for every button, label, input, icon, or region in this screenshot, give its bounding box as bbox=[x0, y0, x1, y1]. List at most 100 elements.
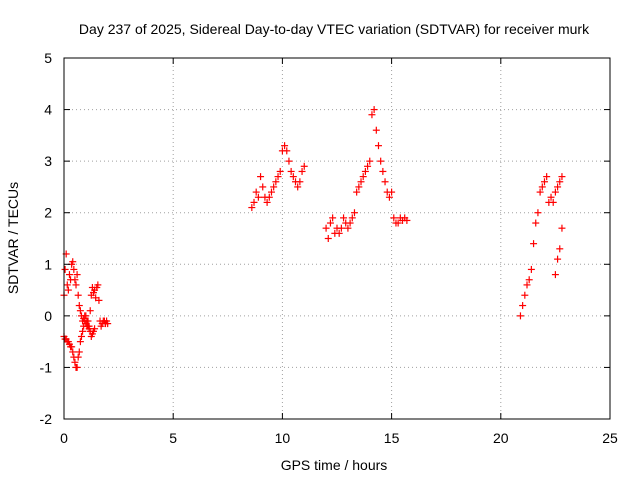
data-point bbox=[346, 219, 354, 227]
data-point bbox=[75, 348, 83, 356]
data-point bbox=[250, 198, 258, 206]
data-point bbox=[377, 157, 385, 165]
data-point bbox=[379, 167, 387, 175]
data-point bbox=[71, 276, 79, 284]
grid bbox=[64, 58, 610, 419]
data-point bbox=[335, 229, 343, 237]
data-point bbox=[388, 188, 396, 196]
data-point bbox=[296, 178, 304, 186]
data-point bbox=[551, 188, 559, 196]
data-point bbox=[554, 183, 562, 191]
data-point bbox=[281, 142, 289, 150]
data-point bbox=[72, 281, 80, 289]
data-point bbox=[403, 216, 411, 224]
data-point bbox=[71, 358, 79, 366]
x-tick-label: 15 bbox=[384, 430, 400, 446]
data-point bbox=[534, 209, 542, 217]
data-point bbox=[353, 188, 361, 196]
x-tick-label: 10 bbox=[275, 430, 291, 446]
data-point bbox=[74, 353, 82, 361]
y-tick-label: 2 bbox=[44, 205, 52, 221]
y-tick-label: -2 bbox=[40, 411, 53, 427]
data-point bbox=[287, 167, 295, 175]
data-point bbox=[366, 157, 374, 165]
data-point bbox=[359, 173, 367, 181]
x-tick-label: 25 bbox=[602, 430, 618, 446]
data-point bbox=[82, 312, 90, 320]
data-point bbox=[69, 258, 77, 266]
data-point bbox=[558, 224, 566, 232]
data-point bbox=[519, 302, 527, 310]
data-point bbox=[372, 126, 380, 134]
data-point bbox=[556, 178, 564, 186]
data-point bbox=[86, 307, 94, 315]
data-point bbox=[322, 224, 330, 232]
data-point bbox=[355, 183, 363, 191]
data-point bbox=[536, 188, 544, 196]
data-point bbox=[521, 291, 529, 299]
data-point bbox=[254, 193, 262, 201]
data-point bbox=[263, 198, 271, 206]
data-point bbox=[532, 219, 540, 227]
x-tick-label: 20 bbox=[493, 430, 509, 446]
data-point bbox=[267, 188, 275, 196]
data-point bbox=[259, 183, 267, 191]
data-point bbox=[368, 111, 376, 119]
data-point bbox=[285, 157, 293, 165]
data-point bbox=[274, 173, 282, 181]
data-point bbox=[543, 173, 551, 181]
x-axis-label: GPS time / hours bbox=[281, 457, 388, 473]
data-point bbox=[390, 214, 398, 222]
data-point bbox=[523, 281, 531, 289]
x-tick-label: 0 bbox=[60, 430, 68, 446]
data-point bbox=[257, 173, 265, 181]
plot-frame bbox=[63, 57, 611, 420]
data-point bbox=[516, 312, 524, 320]
data-point bbox=[68, 343, 76, 351]
data-point bbox=[554, 255, 562, 263]
data-point bbox=[329, 214, 337, 222]
data-point bbox=[91, 325, 99, 333]
data-point bbox=[73, 271, 81, 279]
data-point bbox=[525, 276, 533, 284]
data-series bbox=[60, 106, 566, 371]
data-point bbox=[551, 271, 559, 279]
data-point bbox=[77, 332, 85, 340]
data-point bbox=[558, 173, 566, 181]
data-point bbox=[70, 265, 78, 273]
y-tick-label: 0 bbox=[44, 308, 52, 324]
data-point bbox=[289, 173, 297, 181]
data-point bbox=[76, 338, 84, 346]
data-point bbox=[540, 178, 548, 186]
data-point bbox=[69, 348, 77, 356]
data-point bbox=[326, 219, 334, 227]
data-point bbox=[74, 291, 82, 299]
y-tick-label: 5 bbox=[44, 50, 52, 66]
data-point bbox=[61, 265, 69, 273]
y-tick-label: 4 bbox=[44, 102, 52, 118]
data-point bbox=[350, 209, 358, 217]
data-point bbox=[75, 302, 83, 310]
data-point bbox=[79, 327, 87, 335]
data-point bbox=[276, 167, 284, 175]
data-point bbox=[294, 183, 302, 191]
data-point bbox=[270, 183, 278, 191]
tick-marks bbox=[63, 57, 611, 420]
data-point bbox=[340, 214, 348, 222]
data-point bbox=[344, 224, 352, 232]
data-point bbox=[104, 320, 112, 328]
data-point bbox=[364, 162, 372, 170]
data-point bbox=[83, 317, 91, 325]
data-point bbox=[556, 245, 564, 253]
data-point bbox=[549, 198, 557, 206]
data-point bbox=[370, 106, 378, 114]
data-point bbox=[283, 147, 291, 155]
data-point bbox=[357, 178, 365, 186]
data-point bbox=[248, 204, 256, 212]
y-tick-label: 1 bbox=[44, 256, 52, 272]
x-tick-labels: 0 5 10 15 20 25 bbox=[60, 430, 618, 446]
data-point bbox=[272, 178, 280, 186]
data-point bbox=[76, 307, 84, 315]
data-point bbox=[530, 240, 538, 248]
